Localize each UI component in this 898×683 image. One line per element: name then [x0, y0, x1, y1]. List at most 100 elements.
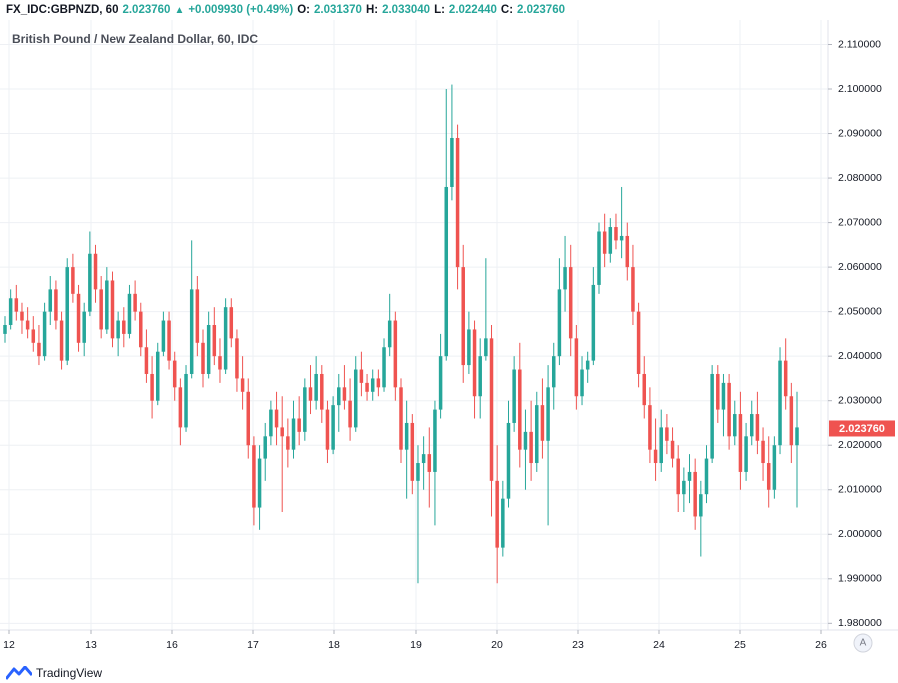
candle [597, 222, 601, 294]
candle [574, 325, 579, 410]
close-label: C: [500, 4, 514, 16]
candle [155, 342, 160, 406]
candle [387, 293, 392, 357]
candle [297, 396, 301, 446]
candle-body [320, 373, 324, 410]
y-tick-label: 2.020000 [838, 439, 882, 451]
candle [755, 391, 760, 455]
candle [659, 409, 663, 472]
candle-body [772, 445, 777, 490]
candle-body [201, 342, 205, 374]
candle-body [99, 289, 103, 330]
x-tick-label: 18 [328, 639, 340, 651]
candle [133, 280, 137, 321]
candle [206, 311, 211, 379]
candle [518, 342, 522, 468]
candle [257, 445, 262, 530]
auto-scale-circle[interactable] [853, 633, 873, 653]
x-tick-label: 17 [247, 639, 259, 651]
candle-body [240, 378, 245, 392]
candle-body [342, 387, 347, 401]
candle-body [218, 356, 222, 370]
brand-name[interactable]: TradingView [36, 666, 103, 680]
high-label: H: [365, 4, 379, 16]
candle [139, 302, 143, 357]
candle-body [636, 311, 641, 374]
candle [682, 467, 686, 513]
candle [37, 325, 41, 366]
candle [263, 422, 267, 481]
candle [286, 418, 290, 468]
candle [580, 356, 584, 406]
candle-body [699, 494, 703, 517]
y-tick-label: 1.990000 [838, 573, 882, 585]
candle-body [144, 347, 149, 374]
symbol-label[interactable]: FX_IDC:GBPNZD, 60 [6, 4, 119, 16]
x-tick-label: 25 [734, 639, 746, 651]
auto-scale-label[interactable]: A [860, 638, 867, 649]
last-price: 2.023760 [122, 4, 171, 16]
candle-body [665, 427, 669, 441]
candle-body [653, 449, 658, 464]
candle-body [280, 427, 284, 437]
candle-body [8, 298, 13, 325]
candle-body [139, 311, 143, 348]
candle-body [37, 342, 41, 357]
candle [150, 356, 154, 419]
candle-body [14, 298, 19, 312]
price-axis[interactable]: 2.110000 2.100000 2.090000 2.080000 2.070000… [828, 38, 882, 629]
candle [235, 329, 239, 392]
candle-body [348, 400, 352, 428]
branding[interactable]: TradingView [6, 664, 102, 682]
candle-body [399, 387, 403, 450]
candle [585, 351, 590, 383]
candle-body [246, 391, 251, 446]
candle-body [540, 405, 545, 441]
candle-body [82, 311, 86, 343]
candle [48, 276, 53, 325]
candlestick-chart[interactable]: 2.110000 2.100000 2.090000 2.080000 2.070000… [0, 20, 898, 660]
candle [348, 378, 352, 441]
candle [772, 436, 777, 499]
candle-body [761, 440, 765, 464]
candle [484, 258, 488, 361]
y-tick-label: 2.010000 [838, 484, 882, 496]
candle [229, 298, 234, 348]
y-tick-label: 2.060000 [838, 261, 882, 273]
candle [31, 316, 36, 352]
candle-body [693, 471, 697, 517]
last-price-marker: 2.023760 [829, 420, 895, 437]
candle-body [370, 378, 375, 392]
candle [178, 378, 183, 446]
candle [105, 267, 109, 334]
candle [795, 391, 799, 508]
candle [274, 391, 279, 446]
candle [427, 427, 432, 508]
time-axis[interactable]: 12 13 16 17 18 19 20 23 24 25 26 [3, 630, 827, 651]
candle [540, 378, 545, 459]
y-tick-label: 2.050000 [838, 305, 882, 317]
candle [557, 258, 562, 366]
chart-area[interactable]: 2.110000 2.100000 2.090000 2.080000 2.070000… [0, 20, 898, 660]
candle-body [687, 471, 692, 481]
candle [172, 351, 177, 401]
grid-lines [0, 20, 828, 630]
y-tick-label: 2.000000 [838, 528, 882, 540]
candle-body [286, 436, 290, 450]
candle-body [416, 463, 420, 481]
candle-body [297, 418, 301, 432]
candle-body [461, 267, 465, 366]
candle [342, 365, 347, 410]
candle-body [25, 320, 30, 330]
candle-body [670, 440, 675, 459]
tradingview-logo-icon [6, 666, 32, 680]
candle [535, 391, 539, 472]
low-label: L: [434, 4, 445, 16]
candle-body [727, 382, 731, 437]
candle [303, 378, 307, 441]
candle-body [20, 311, 24, 321]
auto-scale-button[interactable]: A [853, 633, 873, 653]
candle-body [585, 360, 590, 370]
candle-body [789, 396, 794, 446]
candle-body [291, 418, 296, 450]
